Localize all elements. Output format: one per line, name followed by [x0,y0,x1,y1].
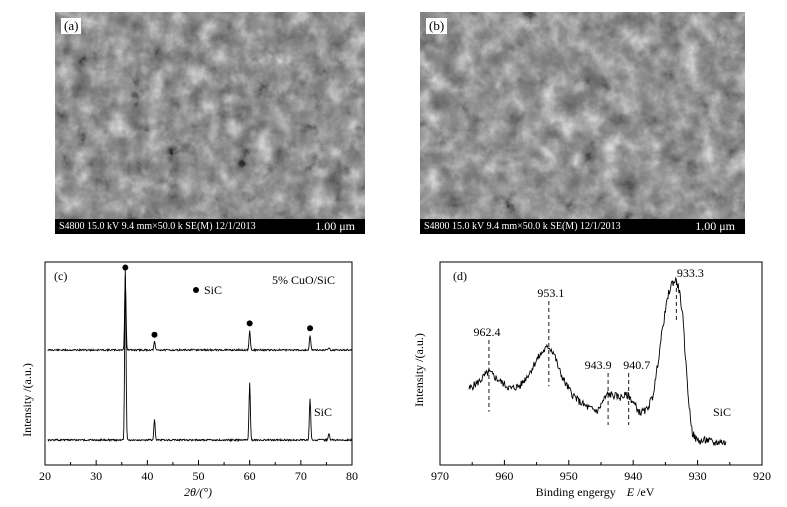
series-group-c [47,267,353,443]
x-tick-label-c: 60 [244,469,256,483]
x-tick-label-c: 50 [193,469,205,483]
x-axis-ticks-d: 970 960 950 940 930 920 [431,460,771,483]
panel-label-c: (c) [54,269,67,283]
sic-peak-marker [246,320,253,327]
series-group-d [468,276,727,447]
peak-label: 940.7 [623,358,650,372]
x-axis-ticks-c: 20 30 40 50 60 70 80 [39,460,358,483]
x-axis-title-c: 2θ/(°) [184,485,212,499]
sem-info-text-b: S4800 15.0 kV 9.4 mm×50.0 k SE(M) 12/1/2… [424,221,621,232]
xps-series-line [468,276,727,447]
sem-image-b: (b) S4800 15.0 kV 9.4 mm×50.0 k SE(M) 12… [420,12,745,234]
legend-label-sic: SiC [204,283,222,297]
sem-texture-b [420,12,745,234]
x-axis-title-d-text: Binding engergy [536,485,616,499]
sic-peak-marker [122,264,129,271]
panel-label-d: (d) [453,269,467,283]
x-tick-label-d: 950 [560,469,578,483]
peak-label: 933.3 [677,266,704,280]
sic-peak-marker [151,331,158,338]
x-tick-label-c: 40 [141,469,153,483]
peak-markers-c [122,264,314,338]
x-tick-label-c: 70 [295,469,307,483]
x-tick-label-d: 940 [624,469,642,483]
x-axis-title-d: Binding engergy E /eV [536,485,655,499]
panel-label-b: (b) [426,18,448,34]
sem-image-a: (a) S4800 15.0 kV 9.4 mm×50.0 k SE(M) 12… [55,12,365,234]
peak-annotations-d: 962.4 953.1 943.9 940.7 933.3 [473,266,704,425]
x-tick-label-d: 970 [431,469,449,483]
y-axis-title-d: Intensity /(a.u.) [412,333,426,407]
sem-info-bar-a: S4800 15.0 kV 9.4 mm×50.0 k SE(M) 12/1/2… [55,219,365,234]
x-axis-title-d-unit: /eV [637,485,655,499]
xrd-series-line [47,275,353,353]
panel-label-a: (a) [61,18,82,34]
series-label-cuo-sic: 5% CuO/SiC [272,273,335,287]
legend-marker-dot [193,287,199,293]
peak-label: 953.1 [537,286,564,300]
x-tick-label-c: 80 [346,469,358,483]
sem-texture-a [55,12,365,234]
y-axis-title-c: Intensity /(a.u.) [20,363,34,437]
xrd-chart: 20 30 40 50 60 70 80 (c) SiC 5% CuO/SiC SiC In… [20,261,358,499]
x-tick-label-c: 30 [90,469,102,483]
sem-info-text-a: S4800 15.0 kV 9.4 mm×50.0 k SE(M) 12/1/2… [59,221,256,232]
plot-frame-c [44,261,353,466]
sem-info-bar-b: S4800 15.0 kV 9.4 mm×50.0 k SE(M) 12/1/2… [420,219,745,234]
x-axis-title-d-var: E [626,485,635,499]
x-tick-label-d: 960 [495,469,513,483]
sic-peak-marker [307,325,314,332]
x-tick-label-d: 930 [689,469,707,483]
series-label-d: SiC [713,405,731,419]
scale-bar-label-b: 1.00 μm [695,219,735,233]
x-tick-label-d: 920 [753,469,771,483]
scale-bar-label-a: 1.00 μm [315,219,355,233]
peak-label: 962.4 [473,325,500,339]
x-axis-title-c-text: 2θ/(°) [184,485,212,499]
xrd-series-line [47,267,353,443]
x-tick-label-c: 20 [39,469,51,483]
series-label-sic: SiC [314,405,332,419]
peak-label: 943.9 [585,358,612,372]
